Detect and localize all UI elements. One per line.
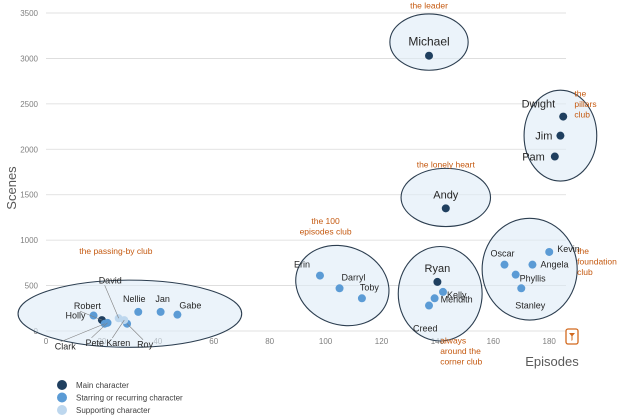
legend: Main character Starring or recurring char… — [57, 380, 183, 415]
group-labels: the leader the pillars club the lonely heart… — [79, 0, 617, 366]
y-axis-title: Scenes — [4, 166, 19, 210]
point-label: Nellie — [123, 294, 146, 304]
group-ellipses — [17, 13, 598, 348]
y-tick-label: 500 — [25, 282, 39, 291]
data-point — [425, 51, 434, 60]
data-point — [134, 307, 143, 316]
point-label: Roy — [137, 340, 154, 350]
point-label: Angela — [540, 260, 568, 270]
point-label: Creed — [413, 324, 438, 334]
data-point — [357, 294, 366, 303]
group-label: the pillars club — [574, 89, 596, 120]
point-label: Jim — [535, 131, 552, 143]
group-ellipse — [17, 279, 243, 348]
x-tick-label: 0 — [44, 337, 49, 346]
group-ellipse — [481, 217, 578, 321]
legend-label: Starring or recurring character — [76, 394, 183, 403]
data-point — [438, 287, 447, 296]
point-label: Stanley — [515, 300, 546, 310]
legend-label: Supporting character — [76, 406, 151, 415]
data-point — [441, 204, 450, 213]
data-point — [156, 307, 165, 316]
point-label: Kelly — [447, 290, 467, 300]
data-point — [433, 277, 442, 286]
point-label: Michael — [408, 35, 449, 49]
group-ellipse — [389, 13, 469, 71]
point-label: Pam — [522, 152, 545, 164]
y-tick-label: 1500 — [20, 191, 38, 200]
legend-swatch — [57, 405, 67, 415]
leader-line — [112, 319, 125, 339]
x-tick-label: 100 — [319, 337, 333, 346]
y-tick-label: 1000 — [20, 236, 38, 245]
point-label: David — [99, 275, 122, 285]
data-point — [430, 294, 439, 303]
group-label: the 100 episodes club — [300, 216, 352, 237]
point-label: Dwight — [522, 99, 556, 111]
point-label: Ryan — [425, 263, 451, 275]
x-tick-label: 140 — [431, 337, 445, 346]
x-axis-title: Episodes — [525, 354, 579, 369]
group-label: the lonely heart — [417, 159, 476, 169]
group-label: the passing-by club — [79, 246, 153, 256]
x-tick-label: 60 — [209, 337, 218, 346]
data-point — [335, 284, 344, 293]
leader-line — [126, 323, 144, 340]
data-point — [173, 310, 182, 319]
y-tick-label: 3000 — [20, 54, 38, 63]
data-point — [500, 260, 509, 269]
point-label: Erin — [294, 260, 310, 270]
legend-label: Main character — [76, 381, 129, 390]
point-label: Robert — [74, 301, 102, 311]
point-labels: Michael Dwight Jim Pam Andy Ryan Robert Erin Dar… — [55, 35, 580, 352]
x-tick-label: 160 — [487, 337, 501, 346]
point-label: Oscar — [490, 249, 514, 259]
filter-icon[interactable] — [565, 328, 579, 345]
point-label: Jan — [155, 294, 170, 304]
group-label: the leader — [410, 0, 448, 10]
y-tick-label: 2000 — [20, 145, 38, 154]
group-label: always around the corner club — [440, 336, 482, 367]
data-point — [559, 112, 568, 121]
data-point — [556, 131, 565, 140]
legend-swatch — [57, 380, 67, 390]
x-tick-label: 120 — [375, 337, 389, 346]
group-label: the foundation club — [577, 246, 617, 277]
data-point — [550, 152, 559, 161]
data-point — [511, 270, 520, 279]
data-point — [517, 284, 526, 293]
leader-line — [104, 285, 119, 319]
y-tick-labels: 0500100015002000250030003500 — [20, 9, 38, 336]
data-point — [528, 260, 537, 269]
leader-line — [79, 310, 103, 321]
data-point — [425, 301, 434, 310]
point-label: Andy — [433, 189, 459, 201]
point-label: Holly — [66, 311, 87, 321]
point-label: Meridith — [441, 294, 473, 304]
point-label: Gabe — [179, 301, 201, 311]
y-tick-label: 3500 — [20, 9, 38, 18]
group-ellipse — [400, 167, 492, 228]
data-point — [315, 271, 324, 280]
point-label: Darryl — [342, 272, 366, 282]
point-label: Karen — [106, 338, 130, 348]
point-label: Toby — [360, 282, 380, 292]
x-tick-label: 80 — [265, 337, 274, 346]
legend-swatch — [57, 392, 67, 403]
point-label: Kevin — [557, 244, 580, 254]
point-label: Phyllis — [520, 274, 547, 284]
point-label: Clark — [55, 342, 77, 352]
data-point — [545, 247, 554, 256]
x-tick-label: 180 — [543, 337, 557, 346]
leader-line — [60, 323, 105, 343]
y-tick-label: 2500 — [20, 100, 38, 109]
point-label: Pete — [86, 338, 105, 348]
leader-line — [91, 322, 108, 339]
